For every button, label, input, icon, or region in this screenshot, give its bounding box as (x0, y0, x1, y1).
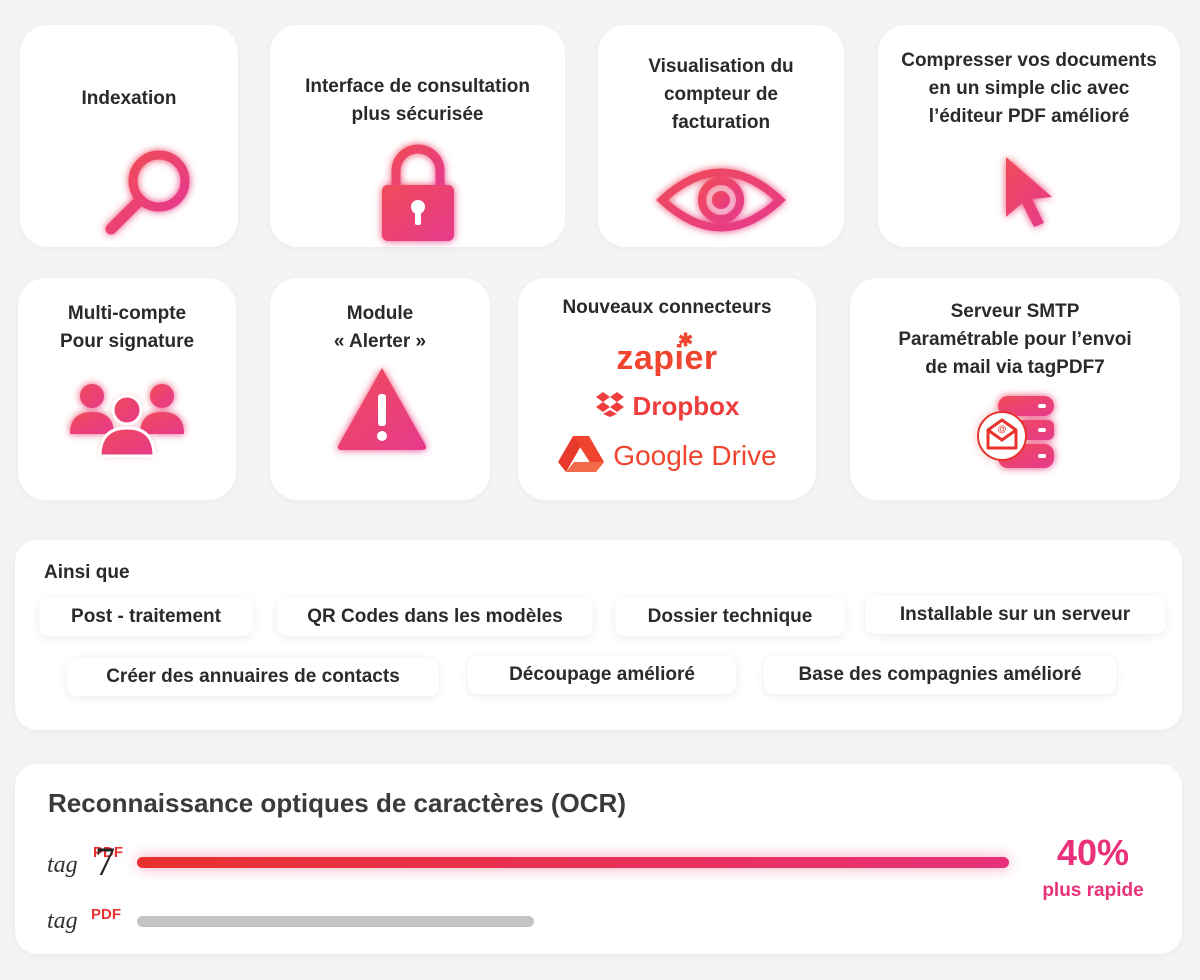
ocr-panel: Reconnaissance optiques de caractères (O… (15, 764, 1182, 954)
feature-title: Visualisation du compteur de facturation (648, 56, 794, 133)
warning-icon (334, 364, 430, 452)
extra-item: QR Codes dans les modèles (277, 598, 593, 636)
users-icon (68, 378, 186, 458)
feature-card-secure-interface: Interface de consultation plus sécurisée (270, 25, 565, 247)
feature-card-alert-module: Module « Alerter » (270, 278, 490, 500)
svg-text:@: @ (997, 424, 1006, 434)
tagpdf7-logo: tag PDF 7 (47, 842, 137, 886)
extra-item: Post - traitement (39, 598, 253, 636)
feature-title: Multi-compte Pour signature (59, 303, 195, 352)
ocr-gain-label: plus rapide (1042, 880, 1144, 901)
feature-title: Interface de consultation plus sécurisée (305, 76, 530, 125)
extra-item: Installable sur un serveur (865, 596, 1165, 634)
google-drive-icon (557, 434, 605, 479)
feature-title: Module « Alerter » (333, 303, 427, 352)
cursor-icon (1000, 153, 1060, 231)
feature-card-indexation: Indexation (20, 25, 238, 247)
ocr-bar-tagpdf (137, 916, 534, 927)
ocr-gain-value: 40% (1056, 832, 1130, 873)
feature-card-multi-account: Multi-compte Pour signature (18, 278, 236, 500)
ocr-title: Reconnaissance optiques de caractères (O… (48, 788, 626, 818)
google-drive-label: Google Drive (613, 440, 777, 471)
dropbox-logo: Dropbox (518, 388, 816, 424)
brand-text: tag (47, 852, 78, 878)
extra-item: Base des compagnies amélioré (764, 656, 1116, 694)
zapier-asterisk-icon: ✱ (678, 330, 694, 350)
extra-item: Dossier technique (615, 598, 845, 636)
feature-card-billing-counter: Visualisation du compteur de facturation (598, 25, 844, 247)
brand-sup: PDF (91, 906, 121, 923)
google-drive-logo: Google Drive (518, 432, 816, 480)
brand-sup: PDF (93, 844, 123, 861)
feature-title: Indexation (81, 88, 177, 109)
eye-icon (656, 165, 786, 235)
mail-server-icon: @ (976, 390, 1060, 480)
feature-card-connectors: Nouveaux connecteurs zapier ✱ Dropbox Go… (518, 278, 816, 500)
extra-item: Découpage amélioré (468, 656, 736, 694)
dropbox-label: Dropbox (632, 390, 740, 421)
feature-title: Compresser vos documents en un simple cl… (901, 50, 1157, 127)
magnifier-icon (99, 145, 199, 245)
zapier-logo: zapier ✱ (518, 330, 816, 378)
dropbox-icon (595, 391, 625, 422)
brand-text: tag (47, 908, 78, 934)
feature-card-compress-pdf: Compresser vos documents en un simple cl… (878, 25, 1180, 247)
feature-card-smtp-server: Serveur SMTP Paramétrable pour l’envoi d… (850, 278, 1180, 500)
zapier-label: zapier (616, 338, 718, 377)
feature-title: Serveur SMTP Paramétrable pour l’envoi d… (898, 301, 1132, 378)
feature-title: Nouveaux connecteurs (562, 297, 772, 318)
extras-heading: Ainsi que (44, 562, 130, 583)
extras-panel: Ainsi que Post - traitement QR Codes dan… (15, 540, 1182, 730)
tagpdf-logo: tag PDF (47, 902, 137, 942)
extra-item: Créer des annuaires de contacts (67, 658, 439, 696)
brand-version: 7 (95, 839, 115, 884)
ocr-bar-tagpdf7 (137, 857, 1009, 868)
lock-icon (380, 143, 456, 243)
